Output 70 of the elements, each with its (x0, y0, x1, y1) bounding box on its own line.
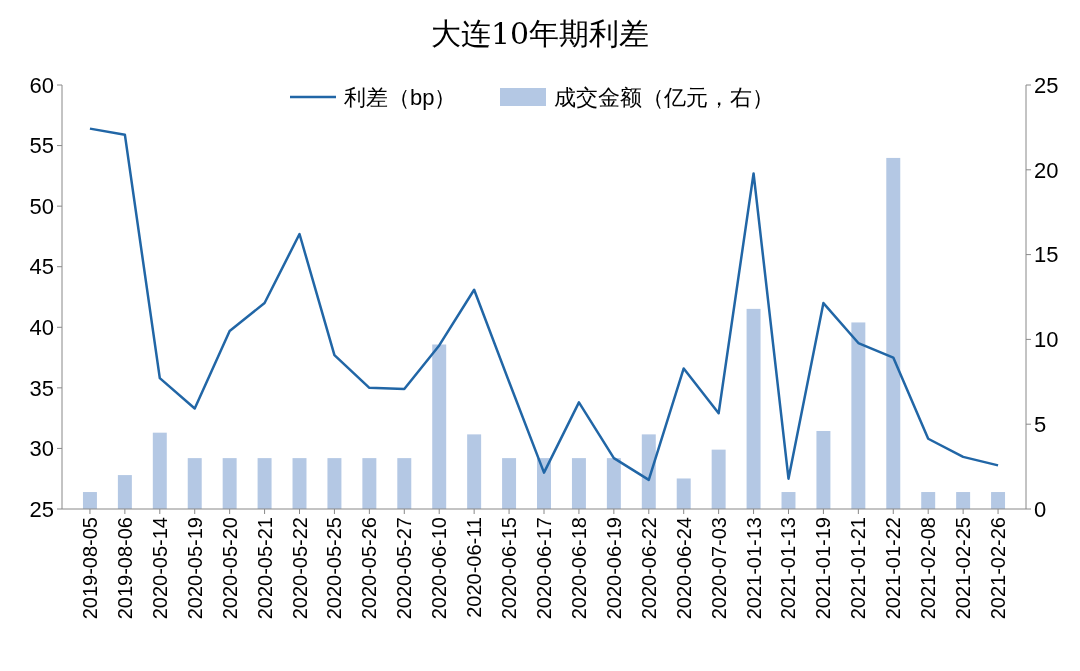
y-tick-label: 60 (29, 72, 54, 98)
x-tick-label: 2021-01-19 (812, 517, 835, 620)
bar (152, 432, 167, 509)
y-tick-label: 25 (29, 496, 54, 522)
bar (502, 458, 517, 509)
x-tick-label: 2021-01-13 (742, 517, 765, 620)
bar (851, 322, 866, 509)
y2-tick-label: 0 (1034, 496, 1047, 522)
x-tick-label: 2020-05-27 (393, 517, 416, 620)
x-tick-label: 2021-01-21 (847, 517, 870, 620)
bar (746, 308, 761, 509)
x-tick-label: 2020-06-17 (533, 517, 555, 620)
bar (82, 492, 97, 509)
x-tick-label: 2020-05-22 (288, 517, 311, 620)
bar (397, 458, 412, 509)
x-tick-label: 2020-05-26 (358, 517, 381, 620)
y2-tick-label: 15 (1034, 242, 1059, 268)
bar (222, 458, 237, 509)
bar (467, 434, 482, 509)
bar (117, 475, 132, 509)
y2-tick-label: 20 (1034, 157, 1059, 183)
bar (292, 458, 307, 509)
legend-label: 成交金额（亿元，右） (554, 84, 774, 110)
line-series (88, 127, 1000, 482)
chart-title: 大连10年期利差 (430, 16, 650, 51)
bar (816, 430, 831, 509)
x-tick-label: 2020-05-21 (253, 517, 276, 620)
bar (641, 434, 656, 509)
x-tick-label: 2021-02-25 (952, 517, 975, 620)
y2-tick-label: 5 (1034, 411, 1047, 437)
bar (571, 458, 586, 509)
x-tick-label: 2019-08-05 (78, 517, 101, 620)
y-tick-label: 40 (29, 314, 54, 340)
x-tick-label: 2020-06-10 (428, 517, 451, 620)
x-tick-label: 2020-05-25 (323, 517, 346, 620)
y-tick-label: 55 (29, 133, 54, 159)
x-tick-label: 2021-01-13 (777, 517, 800, 620)
y-tick-label: 50 (29, 193, 54, 219)
bar (432, 344, 447, 509)
y2-tick-label: 10 (1034, 327, 1059, 353)
x-tick-label: 2020-06-19 (602, 517, 625, 620)
y-tick-label: 45 (29, 254, 54, 280)
x-tick-label: 2019-08-06 (113, 517, 136, 620)
bar (711, 449, 726, 509)
x-tick-label: 2021-02-08 (917, 517, 940, 620)
x-tick-label: 2021-01-22 (882, 517, 905, 620)
bar (257, 458, 272, 509)
x-tick-label: 2020-05-20 (218, 517, 241, 620)
y-tick-label: 35 (29, 375, 54, 401)
bar (676, 478, 691, 509)
bar (886, 157, 901, 509)
x-tick-label: 2020-06-22 (637, 517, 660, 620)
bar (921, 492, 936, 509)
x-tick-label: 2020-07-03 (707, 517, 730, 620)
bar (606, 458, 621, 509)
bar (362, 458, 377, 509)
x-tick-label: 2020-05-14 (148, 517, 171, 620)
bar (991, 492, 1006, 509)
bar (327, 458, 342, 509)
bar (187, 458, 202, 509)
x-tick-label: 2021-02-26 (987, 517, 1010, 620)
legend-label: 利差（bp） (344, 84, 457, 110)
x-tick-label: 2020-06-18 (567, 517, 590, 620)
x-tick-label: 2020-06-11 (463, 517, 486, 618)
x-tick-label: 2020-05-19 (183, 517, 206, 620)
x-tick-label: 2020-06-24 (672, 517, 695, 620)
x-tick-label: 2020-06-15 (498, 517, 521, 620)
y-tick-label: 30 (29, 436, 54, 462)
y2-tick-label: 25 (1034, 72, 1059, 98)
bar (956, 492, 971, 509)
